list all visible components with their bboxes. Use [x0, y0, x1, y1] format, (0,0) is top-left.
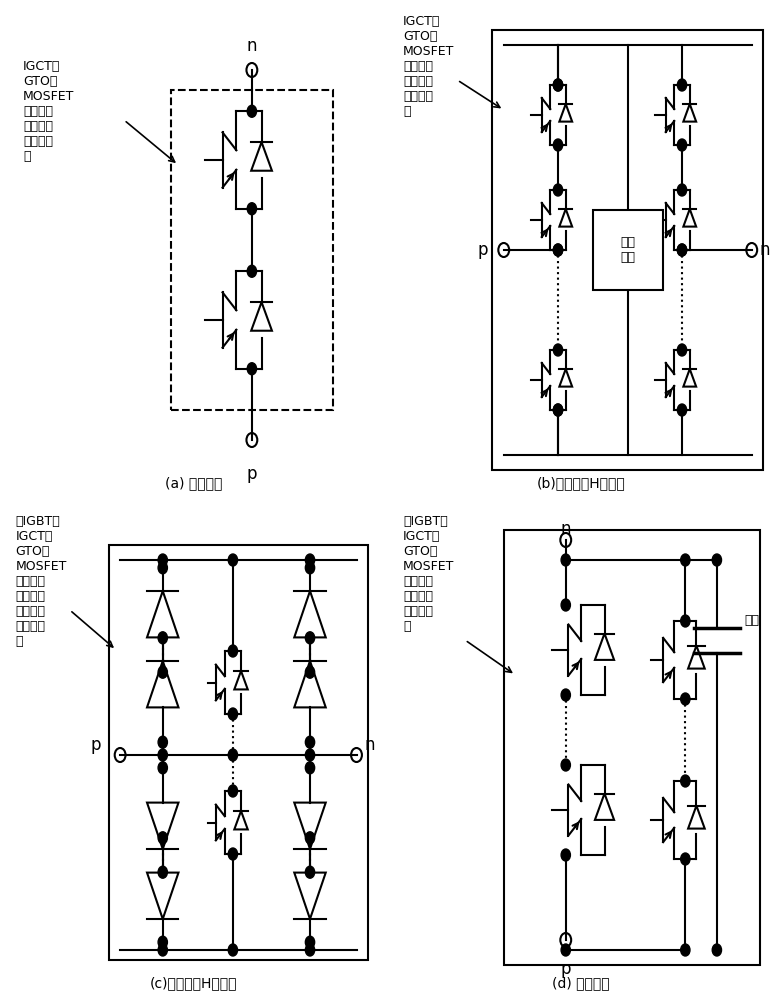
Circle shape [247, 363, 257, 375]
Circle shape [305, 832, 315, 844]
Circle shape [561, 849, 570, 861]
Text: p: p [246, 465, 257, 483]
Circle shape [561, 759, 570, 771]
Circle shape [158, 632, 167, 644]
Circle shape [158, 936, 167, 948]
Circle shape [158, 866, 167, 878]
Bar [593, 210, 663, 290]
Text: n: n [760, 241, 770, 259]
Circle shape [305, 944, 315, 956]
Circle shape [680, 853, 690, 865]
Text: (d) 半桥结构: (d) 半桥结构 [553, 976, 610, 990]
Circle shape [228, 708, 237, 720]
Circle shape [247, 203, 257, 215]
Circle shape [228, 944, 237, 956]
Circle shape [305, 554, 315, 566]
Circle shape [553, 139, 563, 151]
Circle shape [247, 265, 257, 277]
Circle shape [680, 554, 690, 566]
Circle shape [305, 762, 315, 774]
Circle shape [553, 244, 563, 256]
Text: 电容: 电容 [744, 613, 759, 626]
Circle shape [305, 562, 315, 574]
Circle shape [553, 404, 563, 416]
Text: (c)不控器件H桥结构: (c)不控器件H桥结构 [150, 976, 237, 990]
Text: p: p [560, 960, 571, 978]
Text: 由IGBT、
IGCT、
GTO或
MOSFET
等可关断
器件、二
极管和缓
冲部件构
成: 由IGBT、 IGCT、 GTO或 MOSFET 等可关断 器件、二 极管和缓 … [16, 515, 67, 648]
Circle shape [553, 244, 563, 256]
Circle shape [553, 79, 563, 91]
Text: (a) 单级结构: (a) 单级结构 [165, 476, 222, 490]
Circle shape [158, 736, 167, 748]
Circle shape [305, 666, 315, 678]
Circle shape [680, 775, 690, 787]
Text: p: p [477, 241, 488, 259]
Circle shape [158, 944, 167, 956]
Circle shape [305, 736, 315, 748]
Circle shape [305, 749, 315, 761]
Circle shape [158, 666, 167, 678]
Circle shape [677, 244, 687, 256]
Circle shape [305, 936, 315, 948]
Circle shape [677, 404, 687, 416]
Text: n: n [246, 37, 257, 55]
Text: n: n [364, 736, 375, 754]
Circle shape [677, 344, 687, 356]
Circle shape [680, 693, 690, 705]
Circle shape [561, 944, 570, 956]
Circle shape [677, 184, 687, 196]
Circle shape [561, 554, 570, 566]
Text: IGCT、
GTO或
MOSFET
等可关断
器件及缓
冲部件构
成: IGCT、 GTO或 MOSFET 等可关断 器件及缓 冲部件构 成 [403, 15, 454, 118]
Bar [170, 90, 333, 410]
Circle shape [247, 105, 257, 117]
Circle shape [228, 645, 237, 657]
Bar [504, 530, 760, 965]
Text: n: n [560, 520, 571, 538]
Circle shape [680, 944, 690, 956]
Circle shape [228, 848, 237, 860]
Circle shape [677, 79, 687, 91]
Circle shape [553, 404, 563, 416]
Circle shape [680, 615, 690, 627]
Text: p: p [90, 736, 101, 754]
Circle shape [553, 79, 563, 91]
Text: 缓冲
部件: 缓冲 部件 [620, 236, 635, 264]
Circle shape [158, 762, 167, 774]
Circle shape [158, 562, 167, 574]
Bar [492, 30, 763, 470]
Text: 由IGBT、
IGCT、
GTO或
MOSFET
等可关断
器件及缓
冲部件构
成: 由IGBT、 IGCT、 GTO或 MOSFET 等可关断 器件及缓 冲部件构 … [403, 515, 454, 633]
Circle shape [228, 554, 237, 566]
Circle shape [553, 184, 563, 196]
Circle shape [712, 554, 722, 566]
Circle shape [561, 689, 570, 701]
Circle shape [561, 599, 570, 611]
Bar [109, 545, 368, 960]
Circle shape [228, 749, 237, 761]
Text: IGCT、
GTO或
MOSFET
等可关断
器件及缓
冲部件构
成: IGCT、 GTO或 MOSFET 等可关断 器件及缓 冲部件构 成 [23, 60, 74, 163]
Circle shape [158, 554, 167, 566]
Circle shape [158, 832, 167, 844]
Circle shape [228, 785, 237, 797]
Circle shape [712, 944, 722, 956]
Text: (b)全控器件H桥结构: (b)全控器件H桥结构 [537, 476, 625, 490]
Circle shape [553, 344, 563, 356]
Circle shape [677, 244, 687, 256]
Circle shape [158, 749, 167, 761]
Circle shape [305, 632, 315, 644]
Circle shape [305, 866, 315, 878]
Circle shape [677, 139, 687, 151]
